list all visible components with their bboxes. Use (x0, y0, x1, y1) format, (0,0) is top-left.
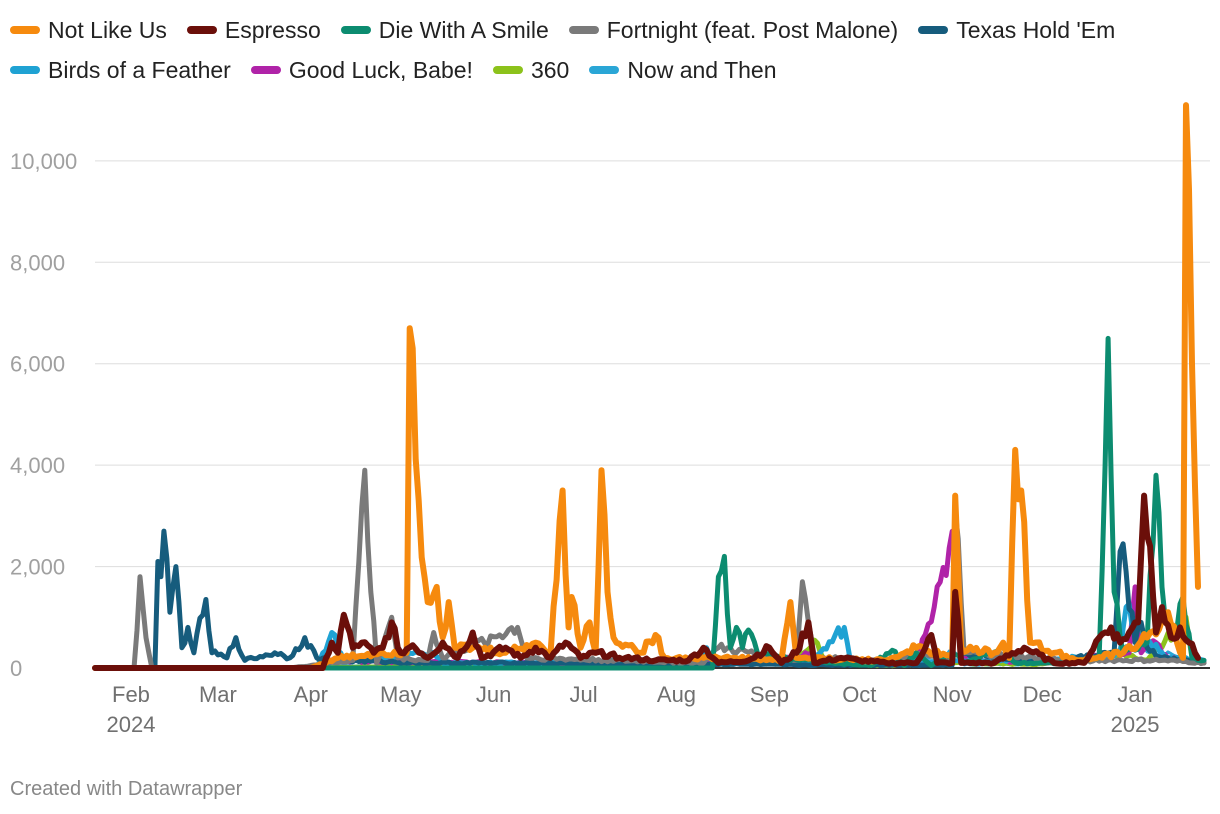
x-tick-label: Dec (1023, 682, 1062, 707)
legend-item: Good Luck, Babe! (250, 56, 473, 84)
x-tick-label: Jul (569, 682, 597, 707)
legend-item: Not Like Us (10, 17, 167, 44)
legend-label: Birds of a Feather (48, 56, 231, 83)
line-chart: 0 2,000 4,000 6,000 8,000 10,000 Feb 2024 Mar Ap… (10, 102, 1210, 737)
x-tick-label: Sep (750, 682, 789, 707)
x-tick-label: Oct (842, 682, 876, 707)
legend-item: Now and Then (589, 56, 777, 84)
y-tick-label: 0 (10, 656, 22, 681)
legend-label: 360 (530, 56, 570, 83)
legend-row-2: Birds of a Feather Good Luck, Babe! 360 … (10, 50, 1210, 90)
y-tick-label: 6,000 (10, 352, 65, 377)
x-tick-label: Mar (199, 682, 237, 707)
series-line-die-with-a-smile (92, 335, 1207, 671)
legend-item: Birds of a Feather (10, 57, 231, 84)
legend-swatch (10, 66, 40, 74)
legend-item: Fortnight (feat. Post Malone) (568, 16, 899, 44)
credit-text: Created with Datawrapper (10, 778, 243, 800)
legend-swatch (589, 66, 620, 74)
x-tick-label: Jun (476, 682, 511, 707)
legend-label: Die With A Smile (378, 16, 549, 43)
legend-swatch (492, 66, 523, 74)
legend-label: Now and Then (627, 56, 777, 83)
x-tick-year-label: 2025 (1111, 712, 1160, 737)
legend-row-1: Not Like Us Espresso Die With A Smile Fo… (10, 10, 1210, 50)
legend-swatch (340, 26, 371, 34)
legend-label: Not Like Us (48, 16, 167, 43)
y-tick-label: 2,000 (10, 555, 65, 580)
x-tick-label: Apr (294, 682, 328, 707)
x-tick-label: Aug (657, 682, 696, 707)
legend-label: Espresso (224, 16, 321, 43)
series-line-fortnight-feat-post-malone (92, 467, 1207, 671)
y-tick-label: 4,000 (10, 453, 65, 478)
legend-item: Texas Hold 'Em (918, 17, 1115, 44)
x-tick-label: Nov (933, 682, 972, 707)
legend-swatch (250, 66, 281, 74)
series-line-texas-hold-em (92, 528, 1207, 671)
chart-legend: Not Like Us Espresso Die With A Smile Fo… (10, 10, 1210, 90)
legend-swatch (10, 26, 40, 34)
y-axis-tick-labels: 0 2,000 4,000 6,000 8,000 10,000 (10, 149, 77, 681)
grid-lines (95, 160, 1210, 669)
y-tick-label: 8,000 (10, 250, 65, 275)
x-tick-label: Jan (1117, 682, 1152, 707)
legend-label: Fortnight (feat. Post Malone) (606, 16, 899, 43)
legend-item: Die With A Smile (340, 16, 549, 44)
series-line-espresso (92, 492, 1201, 671)
legend-label: Good Luck, Babe! (288, 56, 473, 83)
legend-item: Espresso (186, 16, 321, 44)
legend-label: Texas Hold 'Em (956, 16, 1116, 43)
y-tick-label: 10,000 (10, 149, 77, 174)
x-tick-year-label: 2024 (106, 712, 155, 737)
legend-swatch (186, 26, 217, 34)
legend-item: 360 (492, 56, 570, 84)
series-line-good-luck-babe (92, 528, 1207, 671)
legend-swatch (918, 26, 949, 34)
x-tick-label: May (380, 682, 422, 707)
series-line-not-like-us (92, 102, 1201, 671)
series-lines (92, 102, 1207, 671)
x-axis-tick-labels: Feb 2024 Mar Apr May Jun Jul Aug Sep Oct Nov Dec Jan… (106, 682, 1159, 737)
x-tick-label: Feb (112, 682, 150, 707)
legend-swatch (568, 26, 599, 34)
